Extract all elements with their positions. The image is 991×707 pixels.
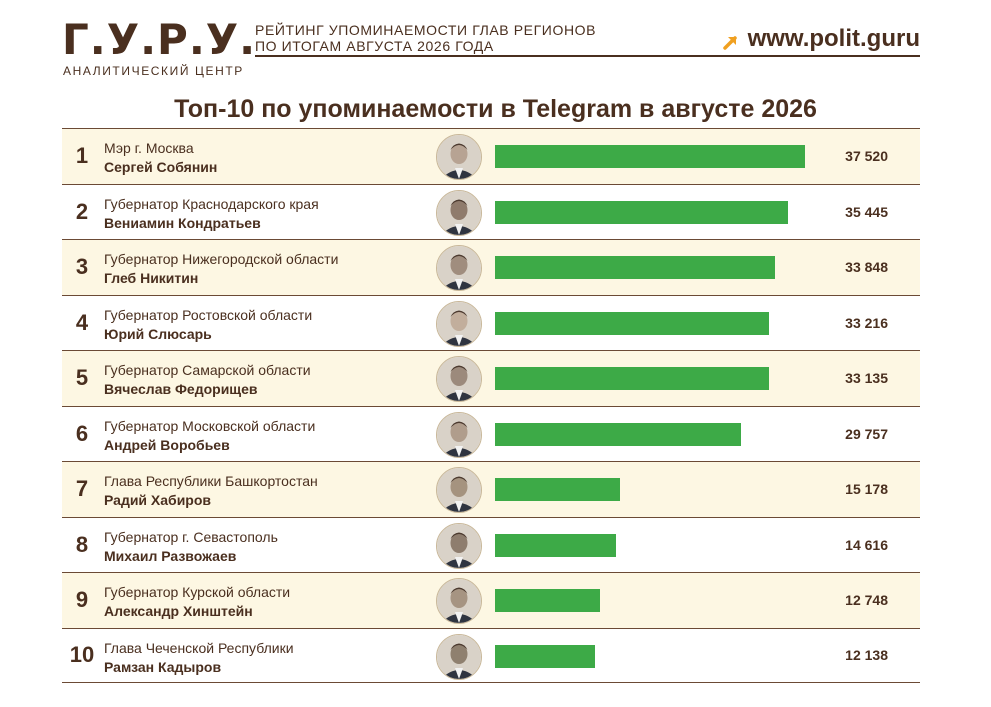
value-label: 29 757 (845, 425, 888, 442)
rank-number: 3 (75, 254, 89, 280)
rank-number: 8 (75, 531, 89, 557)
value-label: 15 178 (845, 481, 888, 498)
official-position: Губернатор Самарской области (104, 362, 311, 378)
official-name: Вениамин Кондратьев (104, 214, 261, 231)
value-label: 35 445 (845, 203, 888, 220)
table-row: 2 Губернатор Краснодарского края Вениамин … (62, 183, 920, 240)
portrait-photo (436, 245, 482, 291)
official-position: Губернатор Курской области (104, 584, 291, 600)
value-label: 14 616 (845, 536, 888, 553)
value-label: 33 848 (845, 259, 888, 276)
official-name: Александр Хинштейн (104, 603, 253, 619)
table-row: 10 Глава Чеченской Республики Рамзан Кадыр… (62, 627, 920, 683)
value-label: 12 138 (845, 647, 888, 664)
header-divider (255, 55, 920, 57)
value-bar (495, 589, 601, 612)
rank-number: 7 (75, 476, 89, 502)
official-name: Михаил Развожаев (104, 547, 237, 564)
value-bar (495, 256, 775, 279)
official-position: Губернатор Ростовской области (104, 306, 313, 323)
portrait-photo (436, 522, 482, 569)
value-bar (495, 200, 788, 224)
value-label: 33 135 (845, 370, 888, 387)
value-bar (495, 478, 621, 501)
header: Г.У.Р.У. АНАЛИТИЧЕСКИЙ ЦЕНТР РЕЙТИНГ УПО… (62, 18, 922, 80)
official-name: Глеб Никитин (104, 270, 199, 286)
official-name: Вячеслав Федорищев (104, 381, 258, 397)
table-row: 7 Глава Республики Башкортостан Радий Хаби… (62, 461, 920, 517)
rank-number: 1 (75, 143, 89, 169)
official-position: Губернатор Краснодарского края (104, 195, 319, 212)
report-subtitle-line-2: ПО ИТОГАМ АВГУСТА 2026 ГОДА (255, 38, 494, 54)
rank-number: 6 (75, 420, 89, 446)
portrait-photo (436, 300, 482, 347)
portrait-photo (436, 189, 482, 236)
official-position: Глава Чеченской Республики (104, 639, 294, 656)
value-label: 37 520 (845, 148, 888, 165)
official-position: Мэр г. Москва (104, 140, 194, 156)
chart-title: Топ-10 по упоминаемости в Telegram в авг… (174, 95, 817, 123)
report-subtitle: РЕЙТИНГ УПОМИНАЕМОСТИ ГЛАВ РЕГИОНОВ ПО И… (255, 22, 596, 54)
portrait-photo (436, 578, 482, 624)
portrait-photo (436, 356, 482, 402)
report-subtitle-line-1: РЕЙТИНГ УПОМИНАЕМОСТИ ГЛАВ РЕГИОНОВ (255, 22, 597, 38)
official-name: Андрей Воробьев (104, 436, 230, 453)
table-row: 5 Губернатор Самарской области Вячеслав Фе… (62, 350, 920, 406)
table-row: 6 Губернатор Московской области Андрей Вор… (62, 405, 920, 462)
value-bar (495, 422, 741, 446)
rank-number: 4 (75, 309, 89, 335)
official-name: Радий Хабиров (104, 492, 212, 508)
arrow-up-right-icon (722, 30, 740, 50)
official-position: Губернатор г. Севастополь (104, 528, 278, 545)
website-text[interactable]: www.polit.guru (747, 25, 920, 52)
website-link[interactable]: www.polit.guru (722, 25, 920, 53)
table-row: 3 Губернатор Нижегородской области Глеб Ни… (62, 239, 920, 295)
official-position: Губернатор Нижегородской области (104, 251, 339, 267)
value-bar (495, 145, 805, 168)
value-bar (495, 367, 769, 390)
official-name: Рамзан Кадыров (104, 658, 222, 675)
value-bar (495, 533, 616, 557)
portrait-photo (436, 467, 482, 513)
portrait-photo (436, 134, 482, 180)
table-row: 4 Губернатор Ростовской области Юрий Слюса… (62, 294, 920, 351)
value-bar (495, 311, 770, 335)
official-name: Юрий Слюсарь (104, 325, 212, 342)
rank-number: 9 (75, 587, 89, 613)
rank-number: 10 (69, 642, 95, 668)
logo: Г.У.Р.У. (62, 15, 257, 64)
ranking-table: 1 Мэр г. Москва Сергей Собянин 37 520 2 Губер… (62, 128, 920, 683)
value-bar (495, 644, 596, 668)
logo-subtitle: АНАЛИТИЧЕСКИЙ ЦЕНТР (63, 64, 244, 78)
table-row: 9 Губернатор Курской области Александр Хин… (62, 572, 920, 628)
portrait-photo (436, 633, 482, 680)
official-position: Губернатор Московской области (104, 417, 316, 434)
official-name: Сергей Собянин (104, 159, 218, 175)
table-row: 1 Мэр г. Москва Сергей Собянин 37 520 (62, 128, 920, 184)
value-label: 12 748 (845, 592, 888, 609)
table-row: 8 Губернатор г. Севастополь Михаил Развожа… (62, 516, 920, 573)
official-position: Глава Республики Башкортостан (104, 473, 318, 489)
portrait-photo (436, 411, 482, 458)
rank-number: 2 (75, 198, 89, 224)
value-label: 33 216 (845, 314, 888, 331)
rank-number: 5 (75, 365, 89, 391)
